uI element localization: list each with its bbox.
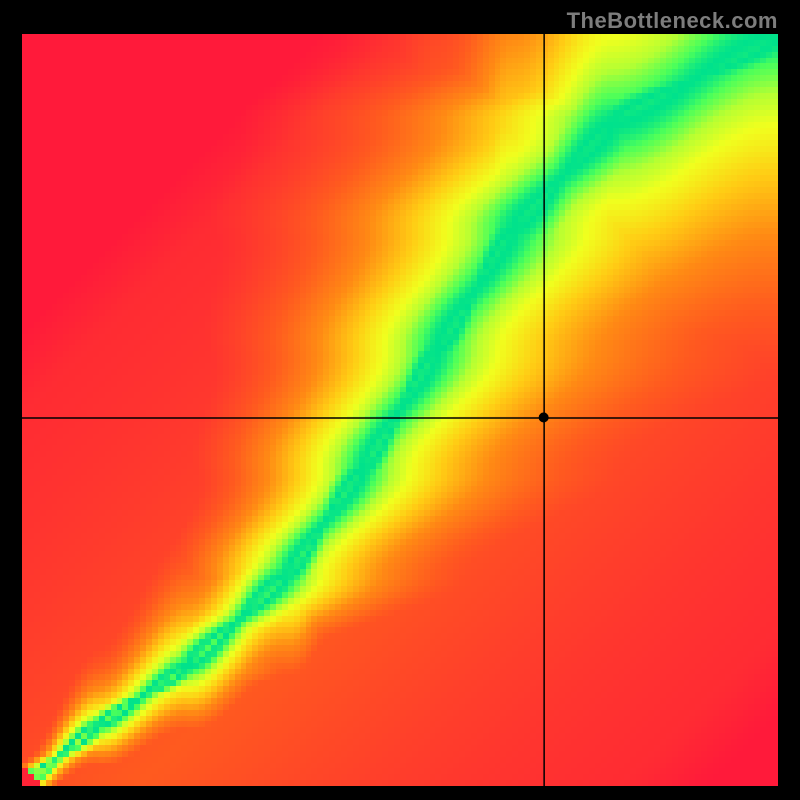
heatmap-plot-area [22, 34, 778, 786]
chart-container: TheBottleneck.com [0, 0, 800, 800]
heatmap-canvas [22, 34, 778, 786]
watermark-text: TheBottleneck.com [567, 8, 778, 34]
